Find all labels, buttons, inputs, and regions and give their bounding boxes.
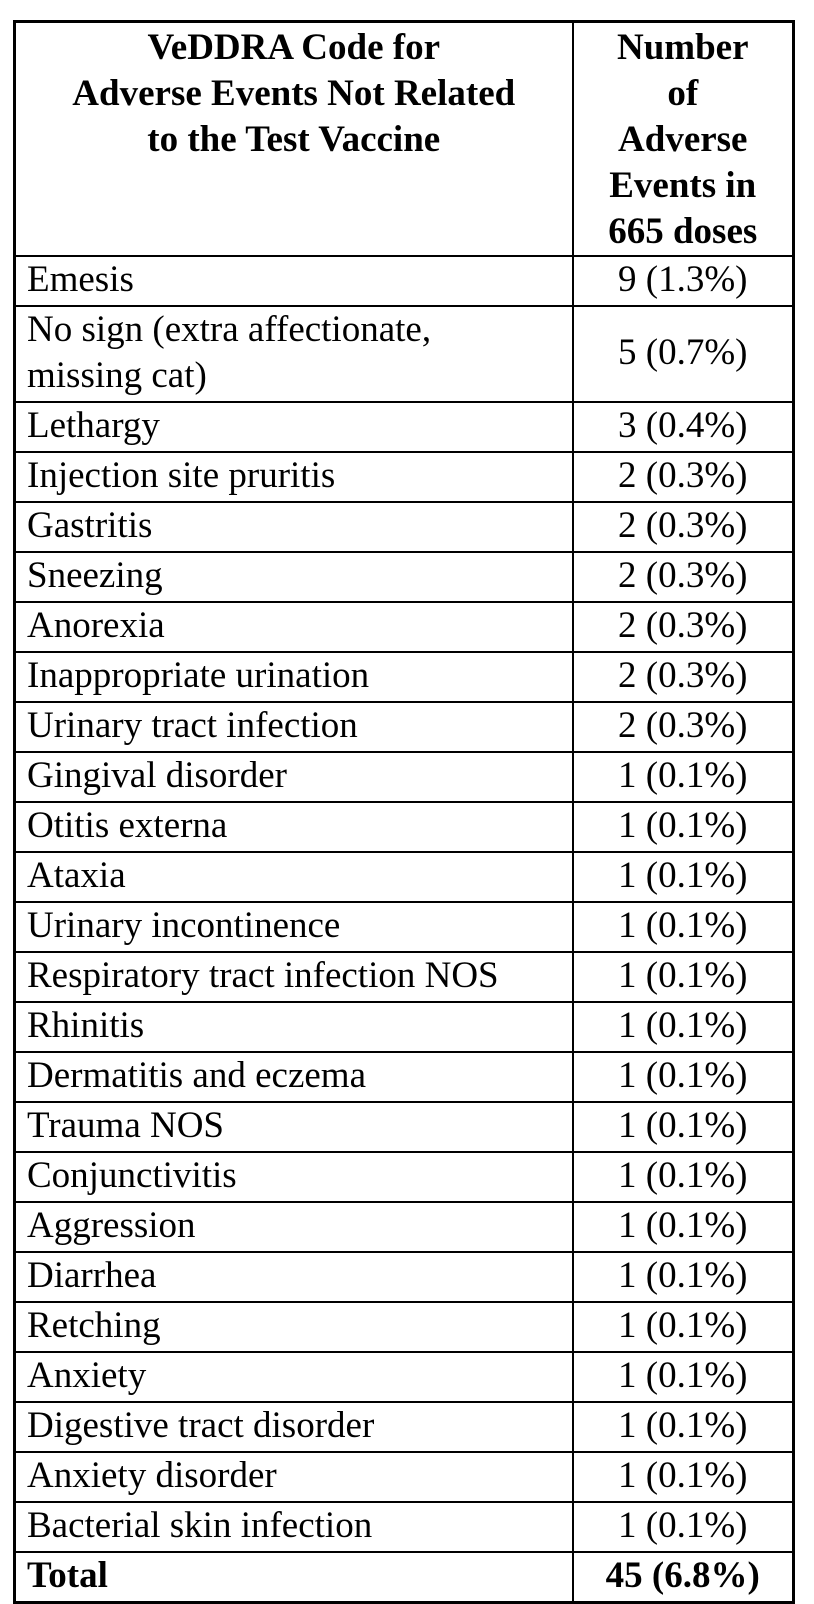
event-label: Injection site pruritis [13,451,574,503]
table-row: Diarrhea 1 (0.1%) [13,1251,795,1303]
table-row: Gingival disorder 1 (0.1%) [13,751,795,803]
total-label: Total [13,1551,574,1604]
table-header: VeDDRA Code for Adverse Events Not Relat… [13,20,795,257]
table-row: Gastritis 2 (0.3%) [13,501,795,553]
event-count: 1 (0.1%) [571,1451,795,1503]
event-label: Emesis [13,255,574,307]
table-row: Rhinitis 1 (0.1%) [13,1001,795,1053]
event-label: Bacterial skin infection [13,1501,574,1553]
table-row: Trauma NOS 1 (0.1%) [13,1101,795,1153]
total-row: Total 45 (6.8%) [13,1551,795,1604]
event-count: 1 (0.1%) [571,1301,795,1353]
event-label: Rhinitis [13,1001,574,1053]
event-count: 1 (0.1%) [571,1251,795,1303]
event-count: 2 (0.3%) [571,501,795,553]
table-row: Bacterial skin infection 1 (0.1%) [13,1501,795,1553]
total-count: 45 (6.8%) [571,1551,795,1604]
event-label: Respiratory tract infection NOS [13,951,574,1003]
table-row: Urinary tract infection 2 (0.3%) [13,701,795,753]
event-label: Urinary tract infection [13,701,574,753]
event-label: Gingival disorder [13,751,574,803]
column-header-event-count: Number of Adverse Events in 665 doses [571,20,795,257]
event-label: Retching [13,1301,574,1353]
event-label: Dermatitis and eczema [13,1051,574,1103]
table-body: Emesis 9 (1.3%) No sign (extra affection… [13,255,795,1553]
table-row: Lethargy 3 (0.4%) [13,401,795,453]
event-label: Lethargy [13,401,574,453]
event-count: 1 (0.1%) [571,1201,795,1253]
event-label: Trauma NOS [13,1101,574,1153]
table-row: Anxiety 1 (0.1%) [13,1351,795,1403]
event-count: 1 (0.1%) [571,1151,795,1203]
event-label: Diarrhea [13,1251,574,1303]
event-label: Aggression [13,1201,574,1253]
table-row: Respiratory tract infection NOS 1 (0.1%) [13,951,795,1003]
event-count: 1 (0.1%) [571,851,795,903]
event-label: Sneezing [13,551,574,603]
event-label: Otitis externa [13,801,574,853]
event-count: 1 (0.1%) [571,951,795,1003]
table-row: Aggression 1 (0.1%) [13,1201,795,1253]
event-count: 1 (0.1%) [571,1101,795,1153]
table-row: Conjunctivitis 1 (0.1%) [13,1151,795,1203]
table-row: Anorexia 2 (0.3%) [13,601,795,653]
table-row: Anxiety disorder 1 (0.1%) [13,1451,795,1503]
table-row: Injection site pruritis 2 (0.3%) [13,451,795,503]
event-count: 1 (0.1%) [571,1051,795,1103]
event-count: 1 (0.1%) [571,901,795,953]
event-count: 5 (0.7%) [571,305,795,403]
event-count: 1 (0.1%) [571,751,795,803]
event-label: Conjunctivitis [13,1151,574,1203]
event-label: Anxiety [13,1351,574,1403]
event-count: 1 (0.1%) [571,1501,795,1553]
table-row: Inappropriate urination 2 (0.3%) [13,651,795,703]
table-row: Otitis externa 1 (0.1%) [13,801,795,853]
table-footer: Total 45 (6.8%) [13,1551,795,1604]
event-label: Anorexia [13,601,574,653]
event-label: No sign (extra affectionate, missing cat… [13,305,574,403]
event-count: 1 (0.1%) [571,1001,795,1053]
event-count: 1 (0.1%) [571,1401,795,1453]
table-row: Dermatitis and eczema 1 (0.1%) [13,1051,795,1103]
table-row: Urinary incontinence 1 (0.1%) [13,901,795,953]
event-count: 3 (0.4%) [571,401,795,453]
table-row: Sneezing 2 (0.3%) [13,551,795,603]
event-count: 9 (1.3%) [571,255,795,307]
event-label: Gastritis [13,501,574,553]
event-count: 2 (0.3%) [571,651,795,703]
event-count: 1 (0.1%) [571,1351,795,1403]
event-label: Urinary incontinence [13,901,574,953]
table-row: Digestive tract disorder 1 (0.1%) [13,1401,795,1453]
event-count: 2 (0.3%) [571,701,795,753]
event-count: 2 (0.3%) [571,551,795,603]
event-count: 2 (0.3%) [571,601,795,653]
event-count: 2 (0.3%) [571,451,795,503]
table-row: Ataxia 1 (0.1%) [13,851,795,903]
table-row: Emesis 9 (1.3%) [13,255,795,307]
adverse-events-table: VeDDRA Code for Adverse Events Not Relat… [13,20,795,1604]
event-label: Digestive tract disorder [13,1401,574,1453]
event-count: 1 (0.1%) [571,801,795,853]
column-header-veddra-code: VeDDRA Code for Adverse Events Not Relat… [13,20,574,257]
table-row: No sign (extra affectionate, missing cat… [13,305,795,403]
event-label: Anxiety disorder [13,1451,574,1503]
header-row: VeDDRA Code for Adverse Events Not Relat… [13,20,795,257]
event-label: Ataxia [13,851,574,903]
event-label: Inappropriate urination [13,651,574,703]
table-row: Retching 1 (0.1%) [13,1301,795,1353]
